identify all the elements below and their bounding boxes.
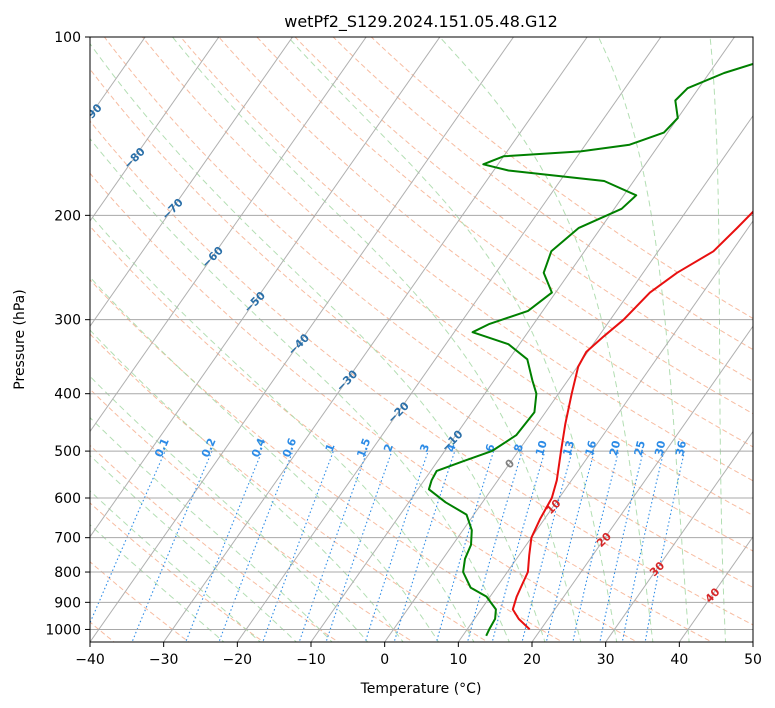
moist-adiabat bbox=[90, 213, 475, 642]
y-tick-label: 700 bbox=[54, 531, 81, 547]
isotherm bbox=[531, 325, 753, 642]
isotherm bbox=[163, 37, 588, 642]
isotherm bbox=[90, 37, 294, 328]
mixing-ratio-label: 6 bbox=[483, 442, 498, 454]
isotherm bbox=[236, 37, 662, 642]
dry-adiabat bbox=[90, 388, 414, 642]
mixing-ratio-label: 13 bbox=[561, 439, 578, 457]
y-tick-label: 800 bbox=[54, 565, 81, 581]
mixing-ratio-label: 1 bbox=[323, 442, 338, 454]
mixing-ratio-line bbox=[599, 450, 644, 642]
isotherm bbox=[752, 641, 753, 642]
isotherm bbox=[384, 114, 753, 642]
mixing-ratio-label: 30 bbox=[652, 439, 668, 457]
sounding-series bbox=[427, 62, 753, 637]
dry-adiabat bbox=[294, 37, 753, 382]
isotherm bbox=[90, 37, 367, 433]
mixing-ratio-line bbox=[325, 450, 393, 642]
y-tick-label: 300 bbox=[54, 313, 81, 329]
mixing-ratio-line bbox=[521, 450, 573, 642]
x-tick-label: −30 bbox=[149, 652, 179, 668]
dry-adiabat bbox=[141, 37, 753, 517]
dry-adiabat bbox=[90, 68, 753, 589]
x-tick-label: 40 bbox=[670, 652, 688, 668]
moist-adiabat bbox=[90, 137, 510, 642]
mixing-ratio-line bbox=[491, 450, 546, 642]
mixing-ratio-line bbox=[545, 450, 595, 642]
temperature-line bbox=[511, 210, 753, 631]
y-tick-label: 200 bbox=[54, 208, 81, 224]
y-tick-label: 1000 bbox=[45, 622, 81, 638]
dry-adiabat bbox=[103, 37, 753, 552]
isotherm-label: −100 bbox=[34, 53, 66, 85]
x-axis-title: Temperature (°C) bbox=[360, 681, 482, 697]
mixing-ratio-label: 20 bbox=[607, 439, 623, 457]
plot-background bbox=[90, 37, 753, 642]
isotherm bbox=[457, 220, 753, 642]
y-tick-label: 500 bbox=[54, 444, 81, 460]
mixing-ratio-line bbox=[262, 450, 334, 642]
chart-title: wetPf2_S129.2024.151.05.48.G12 bbox=[284, 12, 558, 32]
x-tick-label: 0 bbox=[380, 652, 389, 668]
mixing-ratio-label: 10 bbox=[533, 439, 550, 458]
moist-adiabat bbox=[90, 416, 333, 642]
mixing-ratio-line bbox=[572, 450, 620, 642]
x-tick-label: −20 bbox=[223, 652, 253, 668]
mixing-ratio-line bbox=[185, 450, 263, 642]
mixing-ratio-line bbox=[131, 450, 213, 642]
isotherm bbox=[310, 37, 736, 642]
y-tick-label: 600 bbox=[54, 491, 81, 507]
plot-frame bbox=[89, 36, 754, 643]
mixing-ratio-line bbox=[218, 450, 294, 642]
mixing-ratio-line bbox=[435, 450, 495, 642]
mixing-ratio-label: 8 bbox=[511, 443, 526, 454]
mixing-ratio-label: 1.5 bbox=[354, 437, 373, 460]
mixing-ratio-line bbox=[466, 450, 523, 642]
pressure-gridlines bbox=[90, 37, 753, 630]
isotherm bbox=[90, 37, 220, 222]
y-axis-title: Pressure (hPa) bbox=[12, 289, 28, 389]
dry-adiabat bbox=[256, 37, 753, 415]
isotherm bbox=[0, 24, 7, 645]
dry-adiabat bbox=[90, 225, 639, 642]
y-tick-label: 100 bbox=[54, 30, 81, 46]
x-tick-label: 30 bbox=[597, 652, 615, 668]
mixing-ratio-label: 2 bbox=[381, 442, 396, 454]
dewpoint-line bbox=[427, 62, 753, 637]
mixing-ratio-label: 25 bbox=[632, 439, 648, 457]
moist-adiabat bbox=[90, 375, 369, 642]
y-tick-label: 400 bbox=[54, 387, 81, 403]
x-tick-label: 10 bbox=[449, 652, 467, 668]
mixing-ratio-label: 3 bbox=[417, 442, 432, 453]
x-tick-label: −10 bbox=[296, 652, 326, 668]
isotherm bbox=[605, 430, 753, 642]
mixing-ratio-line bbox=[298, 450, 368, 642]
mixing-ratio-label: 16 bbox=[583, 439, 600, 457]
isotherm bbox=[90, 37, 441, 538]
mixing-ratio-line bbox=[644, 450, 686, 642]
mixing-ratio-line bbox=[393, 450, 456, 642]
x-tick-label: 50 bbox=[744, 652, 762, 668]
mixing-ratio-line bbox=[364, 450, 429, 642]
mixing-ratio-line bbox=[621, 450, 665, 642]
mixing-ratio-label: 36 bbox=[673, 439, 689, 457]
x-tick-label: 20 bbox=[523, 652, 541, 668]
isotherm bbox=[90, 37, 515, 642]
dry-adiabat bbox=[218, 37, 753, 448]
x-tick-label: −40 bbox=[75, 652, 105, 668]
y-tick-label: 900 bbox=[54, 595, 81, 611]
isotherm bbox=[678, 535, 753, 642]
mixing-ratio-label: 4 bbox=[444, 442, 459, 454]
